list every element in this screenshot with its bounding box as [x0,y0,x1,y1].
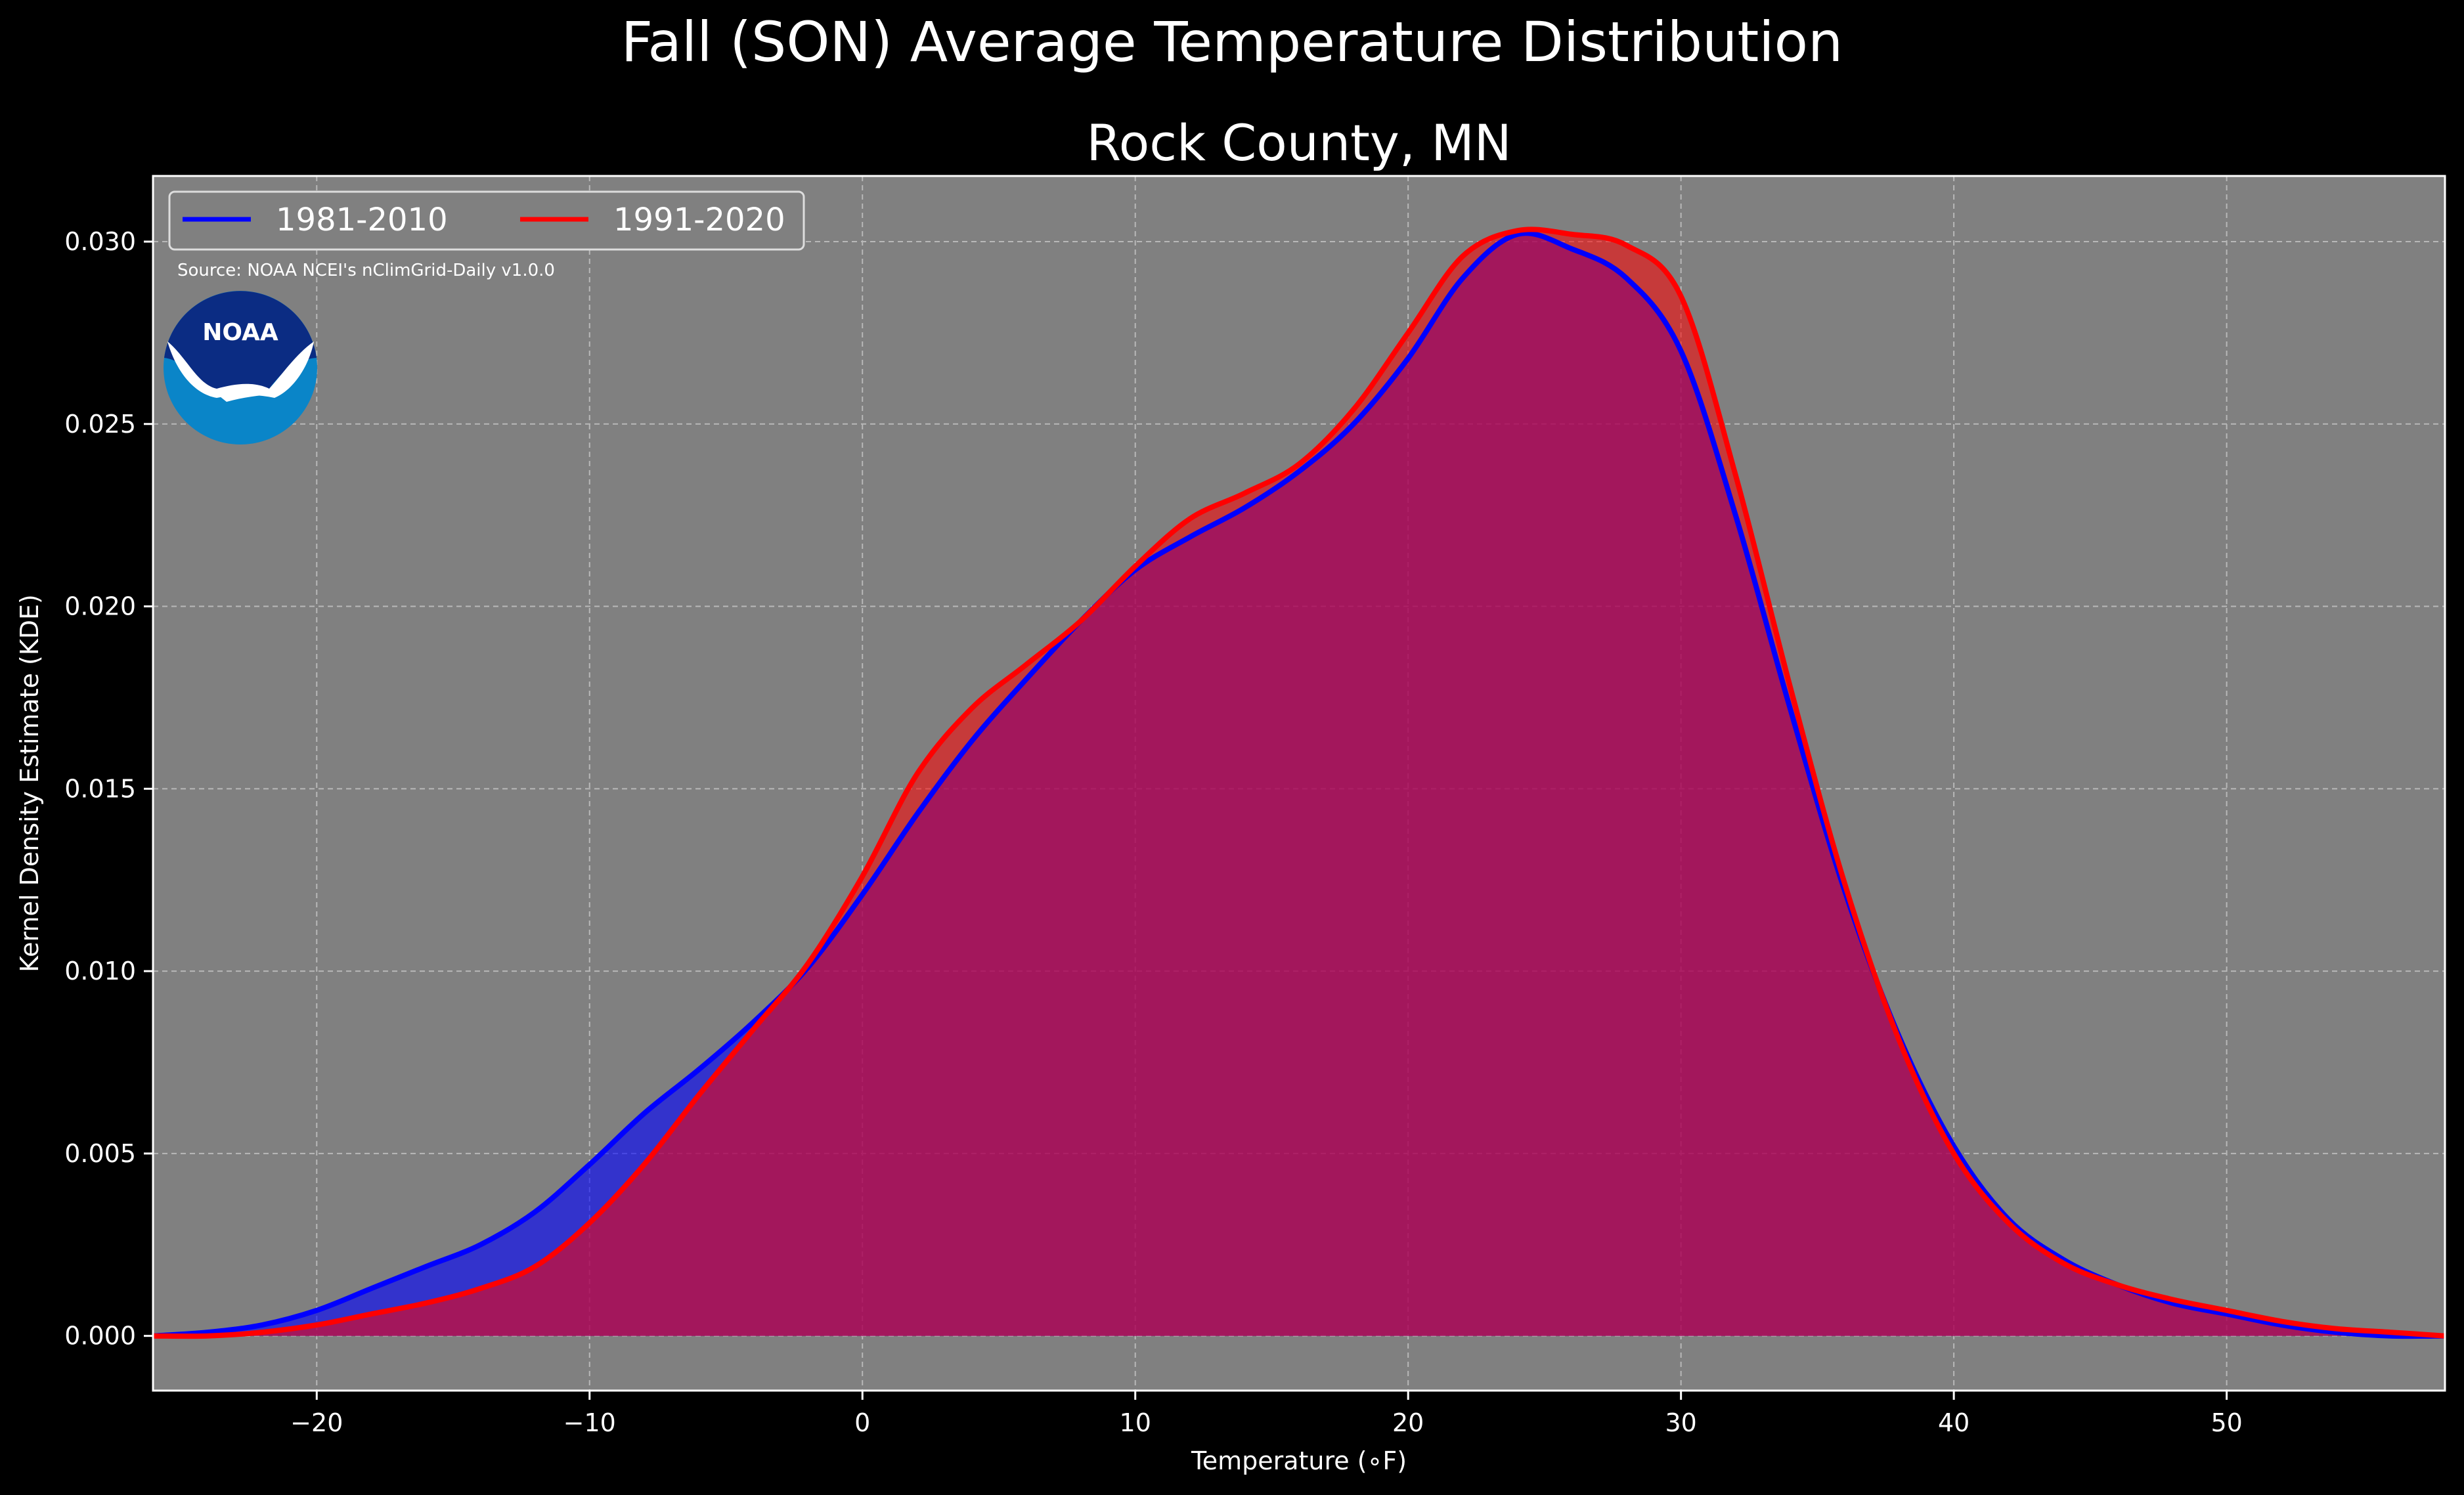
noaa-logo-text: NOAA [202,319,278,346]
axis-ticks: −20 −10 0 10 20 30 40 50 0.000 0.005 0.010 0.015 0.0… [64,227,2243,1437]
x-axis-label: Temperature (∘F) [1191,1446,1407,1475]
x-tick-label: 30 [1665,1408,1696,1437]
legend: 1981-2010 1991-2020 [168,190,805,251]
legend-label-1981-2010: 1981-2010 [276,202,448,238]
legend-label-1991-2020: 1991-2020 [613,202,785,238]
x-tick-label: 10 [1120,1408,1151,1437]
y-axis-label: Kernel Density Estimate (KDE) [15,594,44,972]
y-tick-label: 0.000 [64,1322,136,1351]
x-tick-label: −20 [290,1408,343,1437]
plot-frame [152,175,2446,1392]
source-note: Source: NOAA NCEI's nClimGrid-Daily v1.0… [177,261,555,280]
y-tick-label: 0.025 [64,410,136,439]
line-1991-2020 [152,227,2446,1339]
y-tick-label: 0.005 [64,1139,136,1168]
density-lines [152,227,2446,1339]
x-tick-label: 50 [2211,1408,2242,1437]
x-tick-label: −10 [563,1408,616,1437]
y-tick-label: 0.030 [64,227,136,256]
noaa-logo: NOAA [164,291,317,444]
chart-subtitle: Rock County, MN [1086,114,1512,172]
x-tick-label: 40 [1938,1408,1969,1437]
x-tick-label: 0 [854,1408,870,1437]
y-tick-label: 0.020 [64,592,136,621]
page-title: Fall (SON) Average Temperature Distribut… [621,10,1843,74]
y-tick-label: 0.015 [64,774,136,803]
area-1991-2020 [153,229,2445,1337]
x-tick-label: 20 [1392,1408,1424,1437]
y-tick-label: 0.010 [64,957,136,986]
